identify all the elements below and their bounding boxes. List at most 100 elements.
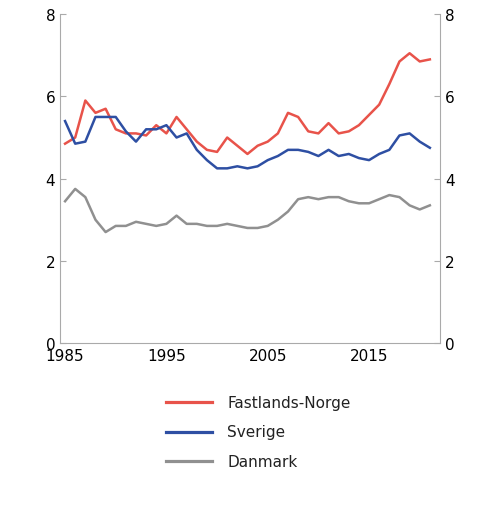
Fastlands-Norge <box>346 129 352 135</box>
Danmark <box>92 217 98 223</box>
Fastlands-Norge <box>356 123 362 129</box>
Danmark <box>123 223 129 229</box>
Sverige <box>356 156 362 162</box>
Sverige <box>194 147 200 154</box>
Fastlands-Norge <box>234 143 240 149</box>
Danmark <box>427 203 433 209</box>
Sverige <box>306 149 312 156</box>
Fastlands-Norge <box>123 131 129 137</box>
Sverige <box>386 147 392 154</box>
Sverige <box>82 139 88 145</box>
Fastlands-Norge <box>396 59 402 65</box>
Danmark <box>264 223 270 229</box>
Fastlands-Norge <box>406 51 412 57</box>
Danmark <box>82 195 88 201</box>
Fastlands-Norge <box>244 152 250 158</box>
Sverige <box>316 154 322 160</box>
Danmark <box>336 195 342 201</box>
Danmark <box>102 230 108 236</box>
Sverige <box>224 166 230 172</box>
Danmark <box>285 209 291 215</box>
Fastlands-Norge <box>133 131 139 137</box>
Danmark <box>366 201 372 207</box>
Danmark <box>275 217 281 223</box>
Sverige <box>164 123 170 129</box>
Sverige <box>376 152 382 158</box>
Line: Fastlands-Norge: Fastlands-Norge <box>65 54 430 155</box>
Fastlands-Norge <box>316 131 322 137</box>
Danmark <box>386 192 392 198</box>
Text: Danmark: Danmark <box>227 454 298 469</box>
Sverige <box>214 166 220 172</box>
Danmark <box>316 197 322 203</box>
Sverige <box>112 115 118 121</box>
Danmark <box>254 225 260 231</box>
Fastlands-Norge <box>204 147 210 154</box>
Fastlands-Norge <box>254 143 260 149</box>
Fastlands-Norge <box>62 141 68 147</box>
Fastlands-Norge <box>184 127 190 133</box>
Danmark <box>194 221 200 227</box>
Danmark <box>174 213 180 219</box>
Fastlands-Norge <box>295 115 301 121</box>
Text: Sverige: Sverige <box>227 425 286 439</box>
Line: Sverige: Sverige <box>65 118 430 169</box>
Danmark <box>356 201 362 207</box>
Danmark <box>244 225 250 231</box>
Fastlands-Norge <box>102 107 108 113</box>
Sverige <box>143 127 149 133</box>
Sverige <box>72 141 78 147</box>
Fastlands-Norge <box>194 139 200 145</box>
Sverige <box>102 115 108 121</box>
Danmark <box>346 199 352 205</box>
Text: Fastlands-Norge: Fastlands-Norge <box>227 395 350 410</box>
Sverige <box>92 115 98 121</box>
Sverige <box>244 166 250 172</box>
Sverige <box>326 147 332 154</box>
Danmark <box>184 221 190 227</box>
Sverige <box>285 147 291 154</box>
Danmark <box>143 221 149 227</box>
Fastlands-Norge <box>285 111 291 117</box>
Fastlands-Norge <box>264 139 270 145</box>
Sverige <box>174 135 180 141</box>
Danmark <box>164 221 170 227</box>
Fastlands-Norge <box>326 121 332 127</box>
Danmark <box>112 223 118 229</box>
Danmark <box>154 223 160 229</box>
Fastlands-Norge <box>427 57 433 63</box>
Danmark <box>62 199 68 205</box>
Sverige <box>366 158 372 164</box>
Fastlands-Norge <box>164 131 170 137</box>
Sverige <box>204 158 210 164</box>
Danmark <box>204 223 210 229</box>
Sverige <box>62 119 68 125</box>
Fastlands-Norge <box>72 135 78 141</box>
Fastlands-Norge <box>214 149 220 156</box>
Sverige <box>396 133 402 139</box>
Sverige <box>416 139 422 145</box>
Fastlands-Norge <box>376 103 382 109</box>
Fastlands-Norge <box>416 59 422 65</box>
Danmark <box>306 195 312 201</box>
Danmark <box>396 195 402 201</box>
Danmark <box>326 195 332 201</box>
Fastlands-Norge <box>224 135 230 141</box>
Danmark <box>224 221 230 227</box>
Danmark <box>72 186 78 192</box>
Danmark <box>376 197 382 203</box>
Sverige <box>154 127 160 133</box>
Sverige <box>336 154 342 160</box>
Fastlands-Norge <box>112 127 118 133</box>
Sverige <box>295 147 301 154</box>
Sverige <box>275 154 281 160</box>
Danmark <box>295 197 301 203</box>
Fastlands-Norge <box>92 111 98 117</box>
Sverige <box>264 158 270 164</box>
Sverige <box>234 164 240 170</box>
Sverige <box>427 145 433 152</box>
Fastlands-Norge <box>366 113 372 119</box>
Sverige <box>254 164 260 170</box>
Sverige <box>184 131 190 137</box>
Sverige <box>346 152 352 158</box>
